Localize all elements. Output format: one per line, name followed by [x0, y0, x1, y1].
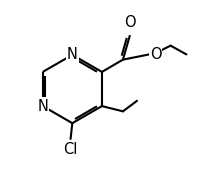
Text: O: O: [124, 15, 136, 30]
Text: Cl: Cl: [63, 142, 78, 157]
Text: O: O: [150, 47, 162, 62]
Text: N: N: [67, 47, 78, 62]
Text: N: N: [37, 99, 48, 114]
